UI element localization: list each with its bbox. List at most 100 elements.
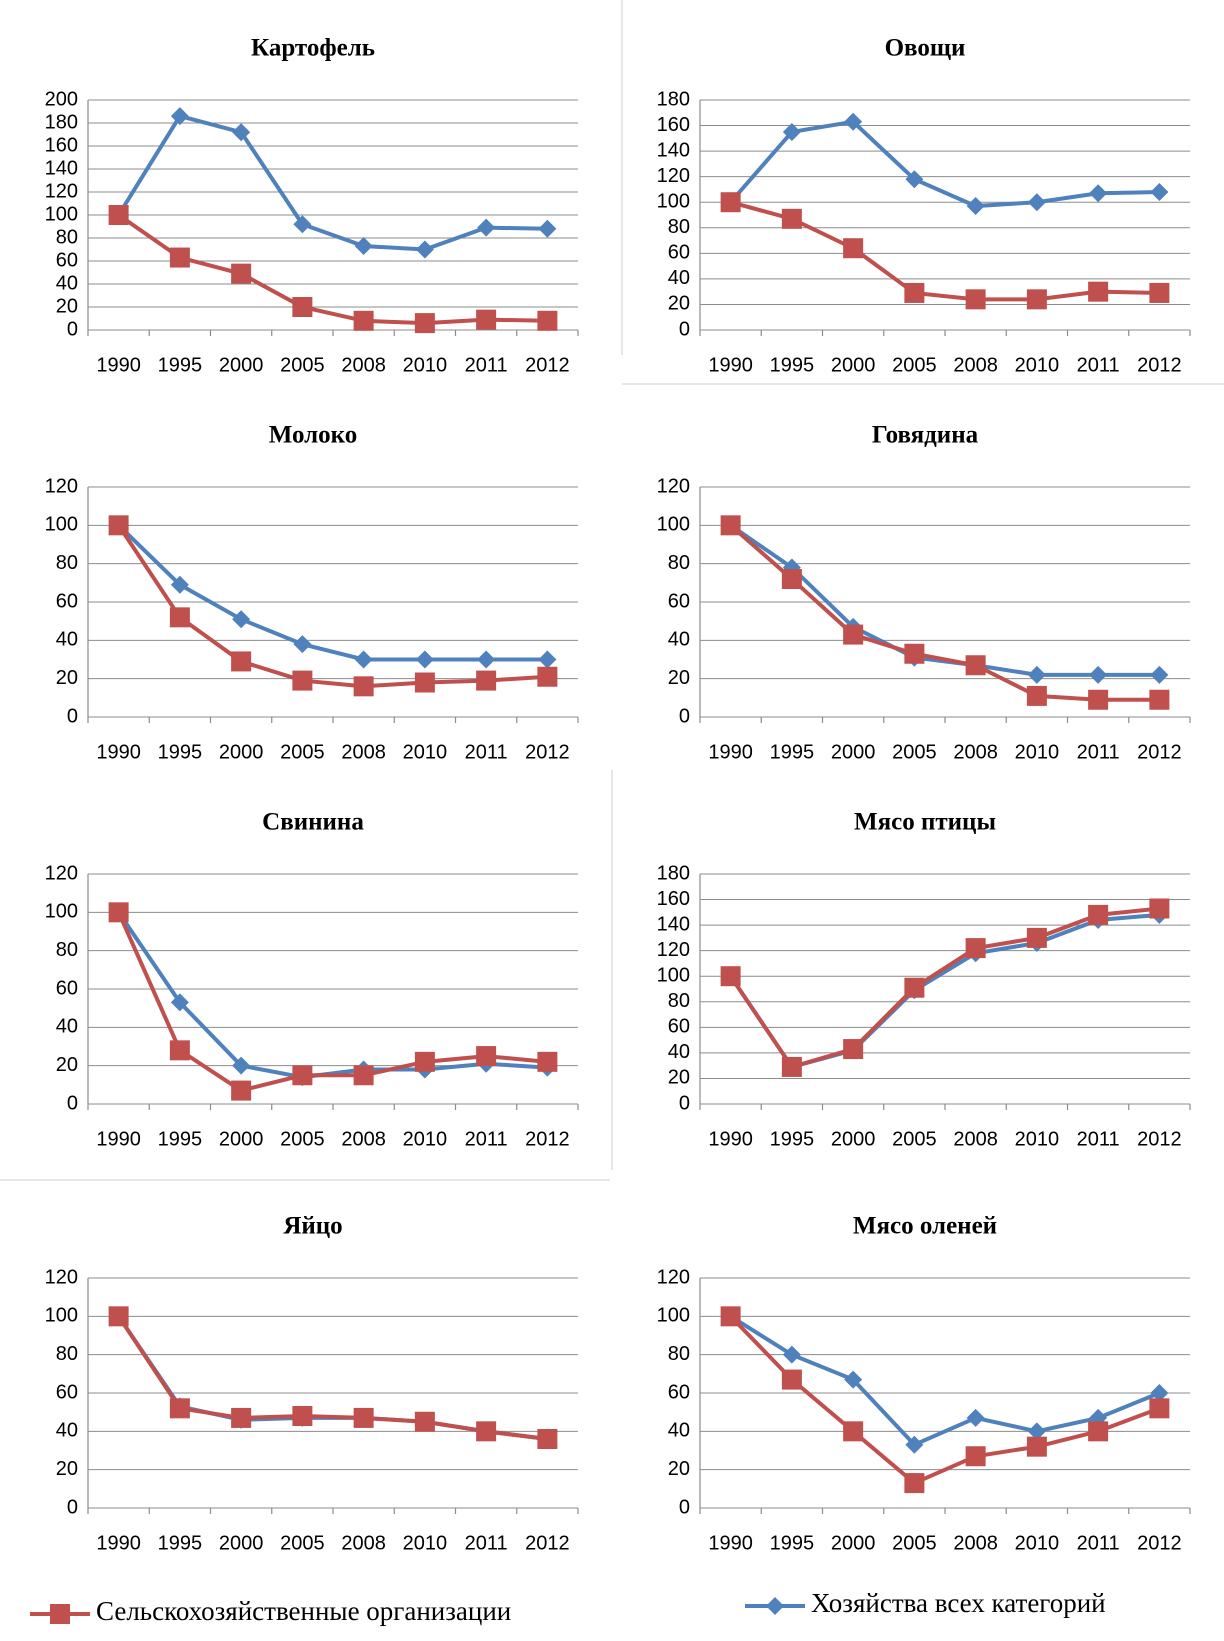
- marker: [766, 1597, 784, 1615]
- y-tick-label: 120: [45, 862, 78, 884]
- marker: [476, 670, 497, 691]
- chart-title: Мясо оленей: [853, 1213, 997, 1240]
- y-tick-label: 140: [657, 139, 690, 161]
- marker: [414, 313, 435, 334]
- marker: [965, 655, 986, 676]
- x-tick-label: 2008: [953, 1128, 998, 1150]
- series: [108, 205, 558, 334]
- marker: [843, 238, 864, 259]
- series-line: [728, 906, 1160, 1070]
- marker: [231, 1407, 252, 1428]
- marker: [905, 1435, 924, 1454]
- x-tick-label: 2010: [403, 1532, 448, 1554]
- marker: [844, 1370, 863, 1389]
- y-tick-label: 20: [668, 667, 690, 689]
- marker: [538, 219, 557, 238]
- marker: [353, 676, 374, 697]
- y-tick-label: 0: [679, 1092, 690, 1114]
- marker: [1088, 689, 1109, 710]
- y-tick-label: 80: [668, 216, 690, 238]
- marker: [1026, 685, 1047, 706]
- y-tick-label: 140: [657, 913, 690, 935]
- chart-title: Молоко: [269, 422, 358, 449]
- marker: [781, 1056, 802, 1077]
- x-tick-label: 2008: [953, 741, 998, 763]
- x-tick-label: 2011: [1077, 354, 1120, 376]
- y-tick-label: 20: [56, 295, 78, 317]
- y-tick-label: 20: [56, 1054, 78, 1076]
- y-tick-label: 100: [657, 191, 690, 213]
- marker: [1088, 281, 1109, 302]
- y-tick-label: 100: [45, 514, 78, 536]
- y-tick-label: 120: [45, 475, 78, 497]
- marker: [1027, 1422, 1046, 1441]
- x-tick-label: 2005: [892, 1128, 937, 1150]
- marker: [1089, 665, 1108, 684]
- x-tick-label: 1995: [770, 1532, 815, 1554]
- marker: [169, 1040, 190, 1061]
- marker: [108, 515, 129, 536]
- marker: [537, 1429, 558, 1449]
- chart-title: Овощи: [885, 35, 966, 62]
- marker: [1149, 282, 1170, 303]
- x-tick-label: 1990: [708, 741, 753, 763]
- series: [109, 516, 557, 669]
- marker: [354, 650, 373, 669]
- marker: [904, 643, 925, 664]
- marker: [966, 1408, 985, 1427]
- marker: [1150, 665, 1169, 684]
- marker: [537, 666, 558, 687]
- marker: [292, 1065, 313, 1086]
- marker: [231, 651, 252, 672]
- x-tick-label: 1995: [770, 741, 815, 763]
- y-tick-label: 160: [657, 114, 690, 136]
- series-line: [728, 912, 1160, 1070]
- marker: [1027, 665, 1046, 684]
- marker: [1026, 1436, 1047, 1457]
- x-tick-label: 2000: [831, 1128, 876, 1150]
- x-tick-label: 2011: [465, 1532, 508, 1554]
- y-tick-label: 100: [45, 1305, 78, 1327]
- marker: [293, 215, 312, 234]
- y-tick-label: 100: [45, 901, 78, 923]
- marker: [1027, 193, 1046, 212]
- marker: [843, 624, 864, 645]
- x-tick-label: 2000: [219, 1128, 264, 1150]
- y-tick-label: 180: [657, 862, 690, 884]
- x-tick-label: 1990: [96, 741, 141, 763]
- chart-title: Яйцо: [283, 1213, 342, 1240]
- x-tick-label: 1990: [96, 354, 141, 376]
- marker: [414, 1411, 435, 1432]
- x-tick-label: 1995: [770, 354, 815, 376]
- x-tick-label: 2010: [403, 354, 448, 376]
- series: [721, 905, 1169, 1076]
- series: [720, 192, 1170, 310]
- marker: [232, 610, 251, 629]
- x-tick-label: 2010: [1015, 1532, 1060, 1554]
- x-tick-label: 2010: [403, 741, 448, 763]
- series-line: [116, 113, 548, 252]
- y-tick-label: 60: [56, 977, 78, 999]
- x-tick-label: 2012: [1137, 741, 1182, 763]
- x-tick-label: 2000: [831, 1532, 876, 1554]
- y-tick-label: 100: [657, 1305, 690, 1327]
- x-tick-label: 2005: [280, 1128, 325, 1150]
- y-tick-label: 120: [45, 1266, 78, 1288]
- x-tick-label: 1995: [158, 354, 203, 376]
- marker: [353, 310, 374, 331]
- marker: [720, 192, 741, 213]
- x-tick-label: 2005: [280, 354, 325, 376]
- x-tick-label: 2010: [1015, 741, 1060, 763]
- marker: [1150, 1384, 1169, 1402]
- x-tick-label: 2008: [341, 741, 386, 763]
- y-tick-label: 60: [56, 249, 78, 271]
- series-line: [729, 523, 1160, 677]
- y-tick-label: 100: [45, 203, 78, 225]
- x-tick-label: 2005: [892, 1532, 937, 1554]
- series-line: [729, 1314, 1161, 1486]
- x-tick-label: 2008: [341, 354, 386, 376]
- marker: [720, 1306, 741, 1327]
- y-tick-label: 80: [56, 552, 78, 574]
- marker: [170, 575, 189, 594]
